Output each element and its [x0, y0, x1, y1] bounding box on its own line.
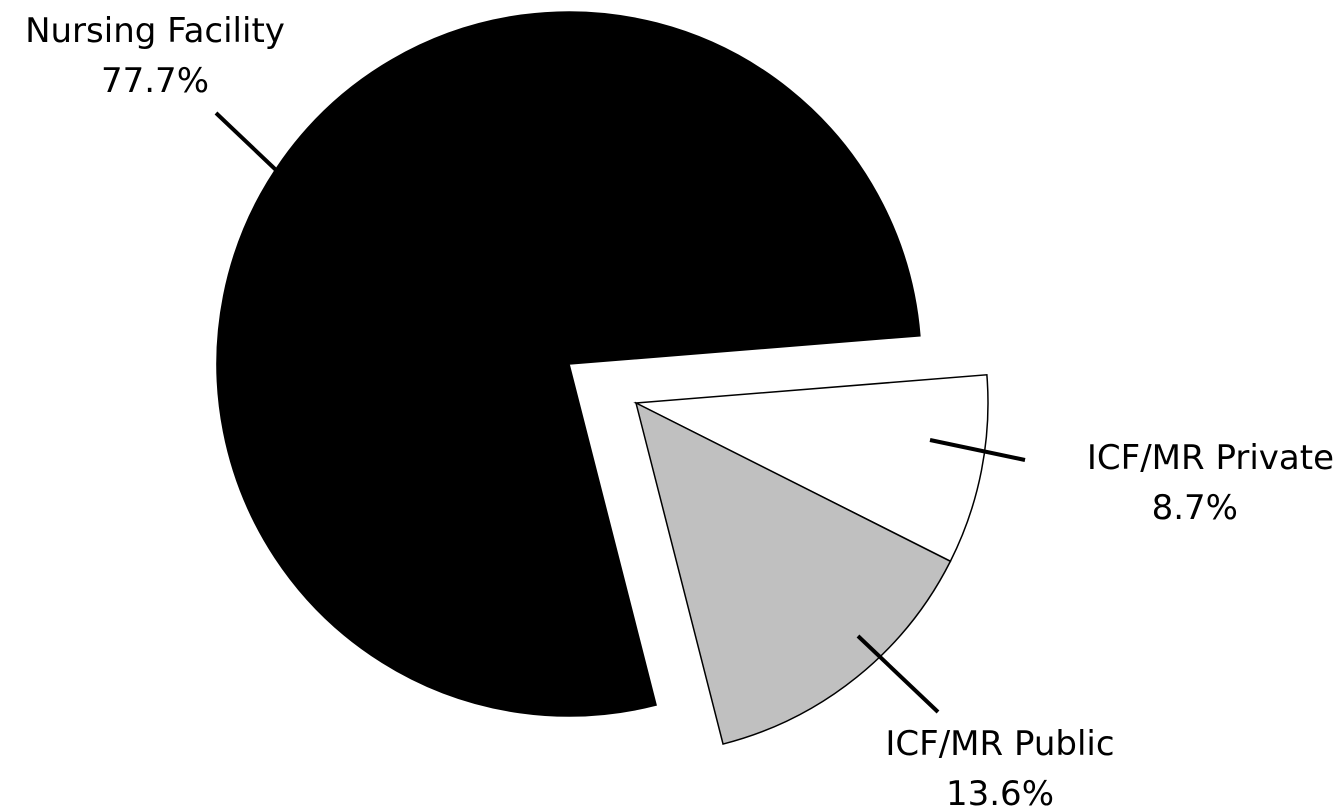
slices-layer [216, 11, 989, 745]
slice-icf-mr-private [633, 373, 989, 563]
leader-lines [214, 111, 1026, 714]
label-icf-mr-public-value: 13.6% [946, 774, 1054, 812]
label-icf-mr-private-name: ICF/MR Private [1087, 438, 1334, 478]
label-nursing-facility-value: 77.7% [101, 61, 209, 101]
slice-nursing-facility [216, 11, 921, 717]
label-icf-mr-private-value: 8.7% [1152, 488, 1238, 528]
leader-icf-mr-private [929, 438, 1026, 462]
slice-icf-mr-public [634, 401, 952, 745]
leader-nursing-facility [214, 111, 278, 172]
label-nursing-facility-name: Nursing Facility [25, 11, 285, 51]
label-icf-mr-public-name: ICF/MR Public [885, 724, 1114, 764]
labels-layer: Nursing Facility 77.7% ICF/MR Private 8.… [25, 11, 1334, 812]
leader-icf-mr-public [856, 634, 940, 714]
